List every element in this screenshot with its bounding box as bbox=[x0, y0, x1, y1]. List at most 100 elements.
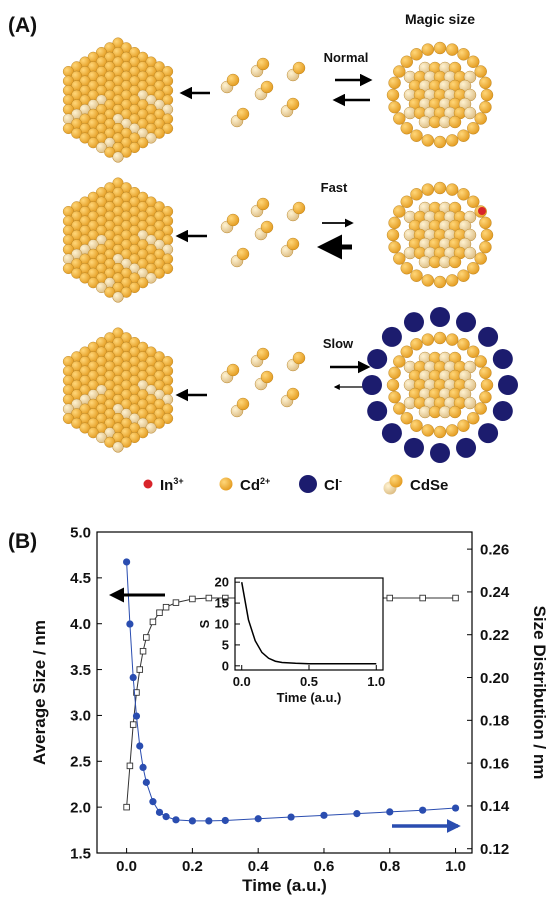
point bbox=[156, 809, 163, 816]
point bbox=[190, 596, 196, 602]
chloride bbox=[493, 349, 513, 369]
sphere bbox=[257, 348, 269, 360]
sphere bbox=[113, 152, 124, 163]
point bbox=[452, 804, 459, 811]
sphere bbox=[389, 241, 401, 253]
sphere bbox=[434, 426, 446, 438]
sphere bbox=[446, 334, 458, 346]
sphere bbox=[389, 101, 401, 113]
sphere bbox=[261, 81, 273, 93]
sphere bbox=[411, 188, 423, 200]
sphere bbox=[401, 196, 413, 208]
point bbox=[126, 620, 133, 627]
sphere bbox=[389, 217, 401, 229]
sphere bbox=[227, 74, 239, 86]
point bbox=[143, 779, 150, 786]
point bbox=[205, 817, 212, 824]
chloride bbox=[430, 443, 450, 463]
y-axis-label: S bbox=[197, 619, 212, 628]
sphere bbox=[113, 442, 124, 453]
y-tick-label: 3.0 bbox=[70, 708, 91, 725]
x-axis-label: Time (a.u.) bbox=[277, 690, 342, 705]
sphere bbox=[446, 134, 458, 146]
sphere bbox=[287, 98, 299, 110]
sphere bbox=[287, 238, 299, 250]
sphere bbox=[411, 48, 423, 60]
chloride bbox=[362, 375, 382, 395]
panel-label: (B) bbox=[8, 530, 37, 553]
sphere bbox=[467, 346, 479, 358]
x-tick-label: 0.0 bbox=[116, 858, 137, 875]
sphere bbox=[401, 412, 413, 424]
sphere bbox=[422, 184, 434, 196]
point bbox=[127, 763, 133, 769]
y-tick-label: 15 bbox=[215, 596, 229, 611]
sphere bbox=[458, 420, 470, 432]
sphere bbox=[467, 412, 479, 424]
sphere bbox=[287, 388, 299, 400]
y2-tick-label: 0.22 bbox=[480, 627, 509, 644]
sphere bbox=[293, 202, 305, 214]
legend-label: CdSe bbox=[410, 477, 448, 494]
sphere bbox=[257, 198, 269, 210]
point bbox=[353, 810, 360, 817]
sphere bbox=[467, 56, 479, 68]
point bbox=[172, 816, 179, 823]
point bbox=[173, 600, 179, 606]
sphere bbox=[479, 391, 491, 403]
sphere bbox=[458, 270, 470, 282]
sphere bbox=[434, 332, 446, 344]
point bbox=[163, 604, 169, 610]
sphere bbox=[475, 113, 487, 125]
sphere bbox=[467, 262, 479, 274]
point bbox=[124, 804, 130, 810]
point bbox=[136, 742, 143, 749]
sphere bbox=[475, 356, 487, 368]
sphere bbox=[422, 334, 434, 346]
x-tick-label: 0.4 bbox=[248, 858, 270, 875]
sphere bbox=[393, 66, 405, 78]
y2-tick-label: 0.14 bbox=[480, 798, 510, 815]
point bbox=[387, 595, 393, 601]
y-tick-label: 4.5 bbox=[70, 570, 91, 587]
point bbox=[130, 674, 137, 681]
sphere bbox=[458, 48, 470, 60]
sphere bbox=[113, 292, 124, 303]
y2-tick-label: 0.12 bbox=[480, 841, 509, 858]
point bbox=[140, 648, 146, 654]
sphere bbox=[389, 77, 401, 89]
magic-size-title: Magic size bbox=[405, 11, 475, 27]
legend-label: Cd2+ bbox=[240, 476, 270, 494]
sphere bbox=[475, 253, 487, 265]
sphere bbox=[387, 89, 399, 101]
point bbox=[162, 813, 169, 820]
sphere bbox=[393, 253, 405, 265]
sphere bbox=[479, 217, 491, 229]
rate-label: Normal bbox=[324, 50, 369, 65]
sphere bbox=[458, 130, 470, 142]
sphere bbox=[449, 256, 461, 268]
indium bbox=[478, 207, 486, 215]
y2-tick-label: 0.20 bbox=[480, 670, 509, 687]
sphere bbox=[434, 182, 446, 194]
sphere bbox=[387, 379, 399, 391]
sphere bbox=[411, 420, 423, 432]
sphere bbox=[481, 229, 493, 241]
chloride bbox=[367, 349, 387, 369]
sphere bbox=[458, 188, 470, 200]
sphere bbox=[434, 42, 446, 54]
legend: In3+ Cd2+ Cl- CdSe bbox=[144, 475, 449, 495]
point bbox=[123, 558, 130, 565]
x-tick-label: 0.8 bbox=[379, 858, 400, 875]
sphere bbox=[422, 134, 434, 146]
sphere bbox=[237, 398, 249, 410]
sphere bbox=[464, 107, 476, 119]
chloride bbox=[478, 327, 498, 347]
legend-label: Cl- bbox=[324, 476, 342, 494]
sphere bbox=[401, 122, 413, 134]
sphere bbox=[449, 406, 461, 418]
point bbox=[222, 817, 229, 824]
legend-label: In3+ bbox=[160, 476, 184, 494]
y-tick-label: 10 bbox=[215, 617, 229, 632]
sphere bbox=[389, 391, 401, 403]
